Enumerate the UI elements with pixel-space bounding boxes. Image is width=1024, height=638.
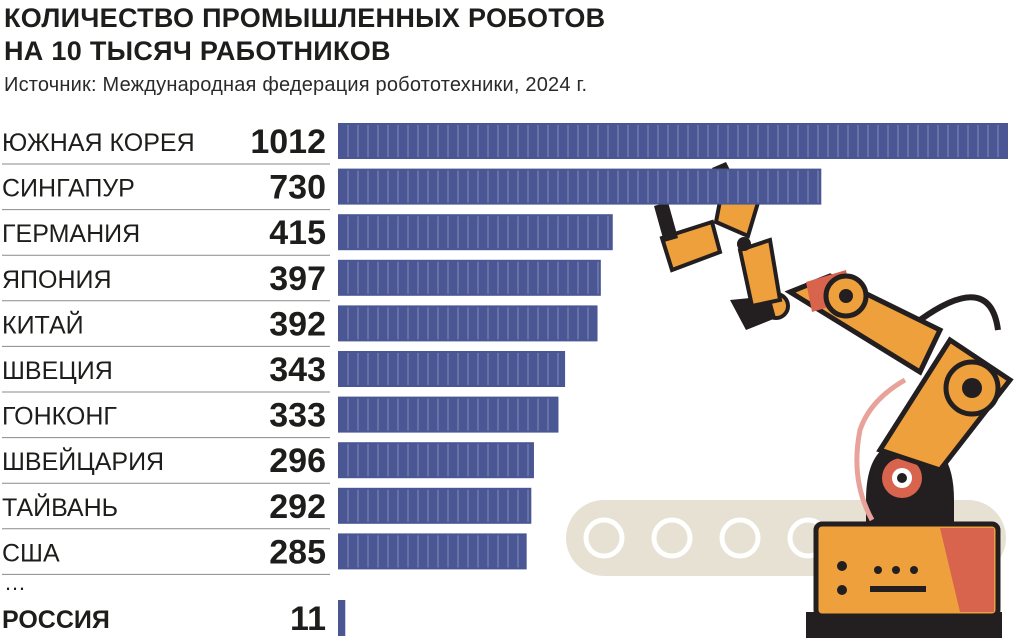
bar-segments-3: [347, 261, 599, 294]
robot-lower-arm: [876, 294, 1014, 473]
bar-segments-9: [347, 535, 519, 568]
value-label-2: 415: [269, 214, 326, 252]
bar-segments-1: [347, 170, 819, 203]
category-label-5: ШВЕЦИЯ: [2, 357, 113, 385]
bar-highlight: [338, 600, 346, 636]
bar-segments-5: [347, 353, 559, 385]
bar-segments-6: [347, 398, 549, 431]
highlight-category-label: РОССИЯ: [2, 606, 110, 634]
category-label-0: ЮЖНАЯ КОРЕЯ: [2, 129, 195, 157]
category-label-3: ЯПОНИЯ: [2, 266, 112, 294]
ellipsis-label: …: [4, 570, 26, 595]
highlight-value-label: 11: [290, 600, 326, 638]
robot-upper-arm: [762, 270, 944, 376]
value-label-9: 285: [269, 533, 326, 571]
bar-1: [338, 168, 822, 205]
category-label-8: ТАЙВАНЬ: [2, 492, 118, 522]
category-label-9: США: [2, 539, 60, 567]
bar-6: [338, 396, 559, 433]
category-label-7: ШВЕЙЦАРИЯ: [2, 446, 164, 476]
category-label-4: КИТАЙ: [2, 309, 84, 339]
bar-segments-0: [347, 125, 999, 157]
chart-title: КОЛИЧЕСТВО ПРОМЫШЛЕННЫХ РОБОТОВ НА 10 ТЫ…: [4, 2, 605, 68]
category-label-1: СИНГАПУР: [2, 175, 135, 203]
bar-4: [338, 305, 598, 342]
value-label-1: 730: [269, 169, 326, 207]
chart-subtitle: Источник: Международная федерация робото…: [4, 74, 588, 96]
bar-segments-7: [347, 444, 529, 477]
bar-8: [338, 487, 532, 524]
bar-segments-4: [347, 307, 589, 340]
robot-base: [806, 521, 1002, 638]
value-label-3: 397: [269, 260, 326, 298]
bar-2: [338, 214, 613, 251]
bar-segments-2: [347, 216, 609, 249]
chart-title-line-2: НА 10 ТЫСЯЧ РАБОТНИКОВ: [4, 36, 391, 66]
value-label-0: 1012: [250, 123, 326, 161]
category-label-2: ГЕРМАНИЯ: [2, 220, 140, 248]
value-label-7: 296: [269, 442, 326, 480]
value-label-6: 333: [269, 397, 326, 435]
bar-segments-8: [347, 489, 529, 522]
bar-0: [338, 123, 1008, 159]
chart-title-line-1: КОЛИЧЕСТВО ПРОМЫШЛЕННЫХ РОБОТОВ: [4, 3, 606, 33]
value-label-4: 392: [269, 305, 326, 343]
bar-3: [338, 259, 601, 296]
category-label-6: ГОНКОНГ: [2, 403, 117, 431]
value-label-8: 292: [269, 488, 326, 526]
value-label-5: 343: [269, 351, 326, 389]
bar-9: [338, 533, 527, 570]
bar-7: [338, 442, 534, 479]
bar-5: [338, 351, 566, 387]
